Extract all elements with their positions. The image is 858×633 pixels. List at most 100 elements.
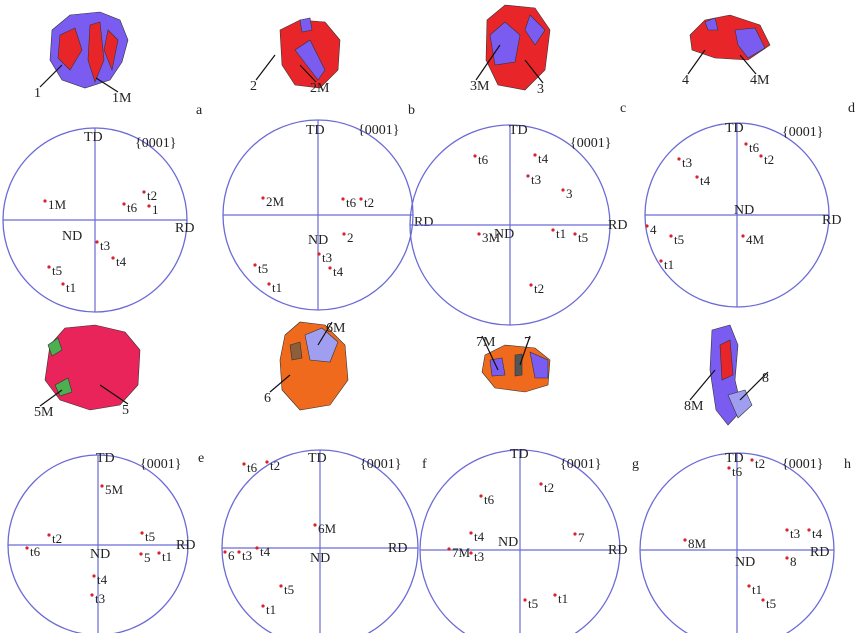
pole-point [317,252,321,256]
axis-label: RD [414,215,433,230]
plane-label: {0001} [135,136,176,151]
pole-point [100,484,104,488]
pole-point [750,458,754,462]
point-label: 1M [48,197,67,212]
pole-point [342,232,346,236]
point-label: t3 [242,548,252,563]
grain-region [47,337,63,357]
point-label: 5M [105,482,124,497]
pole-point [447,547,451,551]
axis-label: ND [734,203,754,218]
pole-point [267,282,271,286]
pole-point [223,550,227,554]
grain-region [514,353,523,377]
pole-point [553,593,557,597]
point-label: t1 [266,602,276,617]
point-label: t1 [162,549,172,564]
point-label: t6 [346,195,357,210]
point-label: t5 [284,582,294,597]
pole-point [95,240,99,244]
point-label: 6M [318,521,337,536]
point-label: t4 [700,173,711,188]
pole-point [759,154,763,158]
point-label: t2 [755,456,765,471]
point-label: t3 [100,238,110,253]
grain-region [734,27,766,59]
pole-point [43,199,47,203]
leader-line [519,335,531,366]
leader-line [299,64,317,83]
point-label: 3M [482,230,501,245]
point-label: t3 [531,172,541,187]
panel-letter: f [422,457,427,472]
point-label: t3 [682,155,692,170]
grain-region [44,324,141,411]
axis-label: ND [308,233,328,248]
leader-line [39,64,63,88]
pole-point [279,584,283,588]
panel: 8M 8 h TD RD ND {0001} t6 t2 8M t3 t4 8 t1 t5 [639,324,851,633]
axis-label: RD [810,545,829,560]
point-label: t3 [474,549,484,564]
pole-point [669,234,673,238]
axis-label: ND [90,547,110,562]
point-label: 7 [578,530,585,545]
grain-label: 5 [122,403,129,418]
pole-point [744,142,748,146]
pole-point [47,533,51,537]
point-label: t2 [364,195,374,210]
grain-region [103,29,119,72]
pole-point [25,546,29,550]
panel-letter: g [632,457,639,472]
panel-letter: a [196,103,203,118]
point-label: t1 [272,280,282,295]
pole-point [477,232,481,236]
leader-line [255,54,276,81]
pole-point [526,174,530,178]
point-label: 5 [144,550,151,565]
grain-label: 2 [250,79,257,94]
grain-label: 6M [326,321,346,336]
point-label: t4 [260,544,271,559]
axis-label: ND [735,555,755,570]
point-label: t5 [528,596,538,611]
axis-label: RD [822,213,841,228]
point-label: t3 [322,250,332,265]
plane-label: {0001} [140,457,181,472]
grain-region [489,357,506,377]
grain-label: 7M [476,335,496,350]
pole-point [561,188,565,192]
grain-label: 3M [470,79,490,94]
point-label: t5 [578,230,588,245]
pole-point [785,528,789,532]
axis-label: TD [509,123,528,138]
pole-point [359,197,363,201]
point-label: t5 [145,529,155,544]
grain-label: 6 [264,391,271,406]
panel-letter: d [848,101,855,116]
axis-label: ND [498,535,518,550]
pole-point [255,546,259,550]
pole-point [573,532,577,536]
panel: 6M 6 f TD RD ND {0001} t6 t2 6M 6 t3 t4 t5 t1 [221,321,427,633]
leader-line [269,374,291,393]
pole-point [573,232,577,236]
grain-region [299,17,313,33]
pole-point [659,259,663,263]
pole-point [761,598,765,602]
axis-label: TD [725,451,744,466]
grain-label: 1M [112,91,132,106]
axis-label: TD [84,130,103,145]
pole-point [695,175,699,179]
axis-label: RD [608,543,627,558]
leader-line [689,369,716,401]
pole-point [92,574,96,578]
pole-point [140,531,144,535]
grain-region [489,21,521,66]
point-label: t2 [534,281,544,296]
panel-letter: c [620,101,626,116]
panel-letter: e [198,451,204,466]
panel: 3M 3 c TD RD ND {0001} t6 t4 t3 3 3M t1 t5 t2 [409,4,627,326]
